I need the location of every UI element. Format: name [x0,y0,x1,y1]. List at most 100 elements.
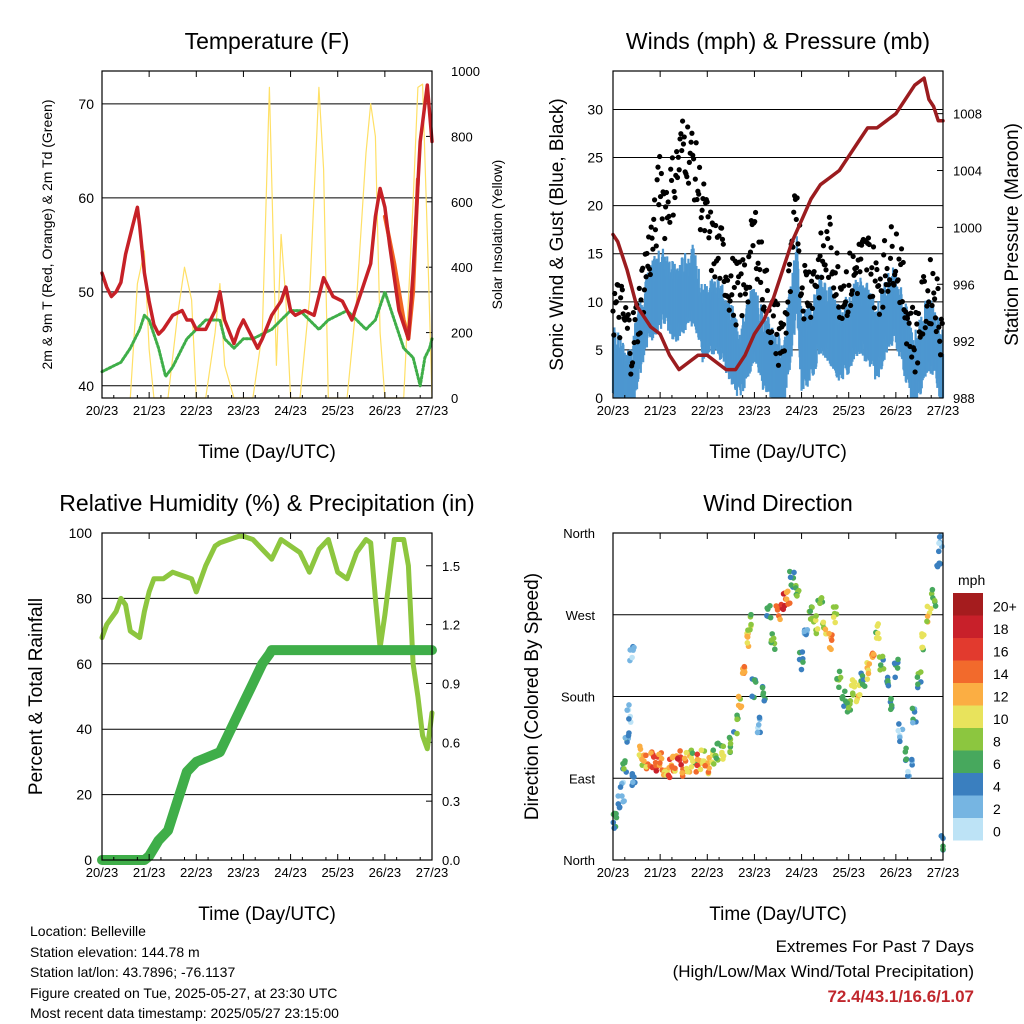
gust-point [716,233,722,239]
direction-point [749,693,755,700]
legend-swatch [953,728,983,751]
gust-point [808,278,815,284]
direction-point [734,730,740,737]
series-temp-2m [100,83,434,350]
direction-point [735,693,742,700]
legend-swatch [953,593,983,616]
direction-point [908,756,915,763]
direction-point [904,773,911,779]
direction-point [885,682,892,689]
gust-point [774,331,780,337]
gust-point [825,235,831,242]
gust-point [925,288,931,294]
y-tick-label: 0 [84,852,92,868]
direction-point [769,631,776,637]
gust-point [638,297,644,303]
gust-point [864,267,870,273]
direction-point [613,810,619,817]
direction-point [773,603,780,609]
direction-point [828,637,835,643]
direction-point [748,621,754,628]
gust-point [780,321,787,328]
gust-point [915,310,922,317]
direction-point [677,748,683,754]
gust-point [679,118,686,124]
direction-point [619,793,625,799]
gust-point [653,243,659,249]
x-tick-label: 23/23 [738,865,771,880]
gust-point [806,269,812,275]
x-tick-label: 20/23 [86,865,119,880]
direction-point [690,758,696,765]
direction-point [678,761,684,768]
gust-point [896,256,902,262]
gust-point [881,252,887,258]
gust-point [752,219,758,225]
gust-point [870,293,876,299]
latlon-text: Station lat/lon: 43.7896; -76.1137 [30,964,236,980]
direction-point [648,750,654,756]
gust-point [868,271,874,277]
y2-tick-label: 0 [451,391,458,406]
gust-point [668,166,674,172]
direction-point [851,679,858,686]
direction-point [710,761,717,767]
gust-point [685,124,691,130]
x-tick-label: 22/23 [180,865,213,880]
direction-point [658,755,665,762]
gust-point [936,324,942,330]
gust-point [629,360,636,366]
gust-point [877,276,883,282]
direction-point [755,722,762,728]
direction-point [897,738,903,745]
gust-point [671,188,677,195]
legend-label: 20+ [993,599,1017,615]
gust-point [796,248,802,254]
gust-point [740,257,746,263]
gust-point [836,304,842,310]
gust-point [666,213,672,219]
direction-point [856,691,863,698]
direction-point [929,586,936,593]
gust-point [911,347,917,353]
gust-point [699,207,705,213]
direction-point [814,626,821,632]
legend-title: mph [958,572,985,588]
y-axis-label: Percent & Total Rainfall [26,598,47,795]
x-tick-label: 23/23 [738,403,771,418]
y2-tick-label: 1004 [953,164,982,179]
gust-point [845,309,851,315]
gust-point [833,292,839,298]
direction-point [909,705,916,712]
legend-swatch [953,705,983,728]
direction-point [817,596,824,602]
gust-point [932,296,938,302]
gust-point [733,322,739,328]
gust-point [686,159,692,165]
direction-point [914,674,921,680]
gust-point [708,267,715,274]
direction-point [741,663,748,670]
gust-point [850,253,856,260]
direction-point [777,616,783,623]
y-tick-label: 60 [78,190,94,206]
x-tick-label: 24/23 [785,865,818,880]
gust-point [881,238,888,244]
gust-point [729,292,735,298]
y2-axis-label: Solar Insolation (Yellow) [489,160,505,310]
gust-point [853,265,860,271]
gust-point [648,224,654,230]
gust-point [672,194,678,201]
gust-point [641,287,647,293]
recent-text: Most recent data timestamp: 2025/05/27 2… [30,1005,339,1021]
gust-point [650,246,656,252]
direction-point [681,755,688,762]
direction-point [620,798,626,805]
direction-point [794,593,800,599]
direction-point [657,760,663,766]
gust-point [887,277,893,283]
gust-point [872,278,878,284]
gust-point [784,311,790,317]
direction-point [870,651,877,657]
y-tick-label: 5 [595,342,603,358]
